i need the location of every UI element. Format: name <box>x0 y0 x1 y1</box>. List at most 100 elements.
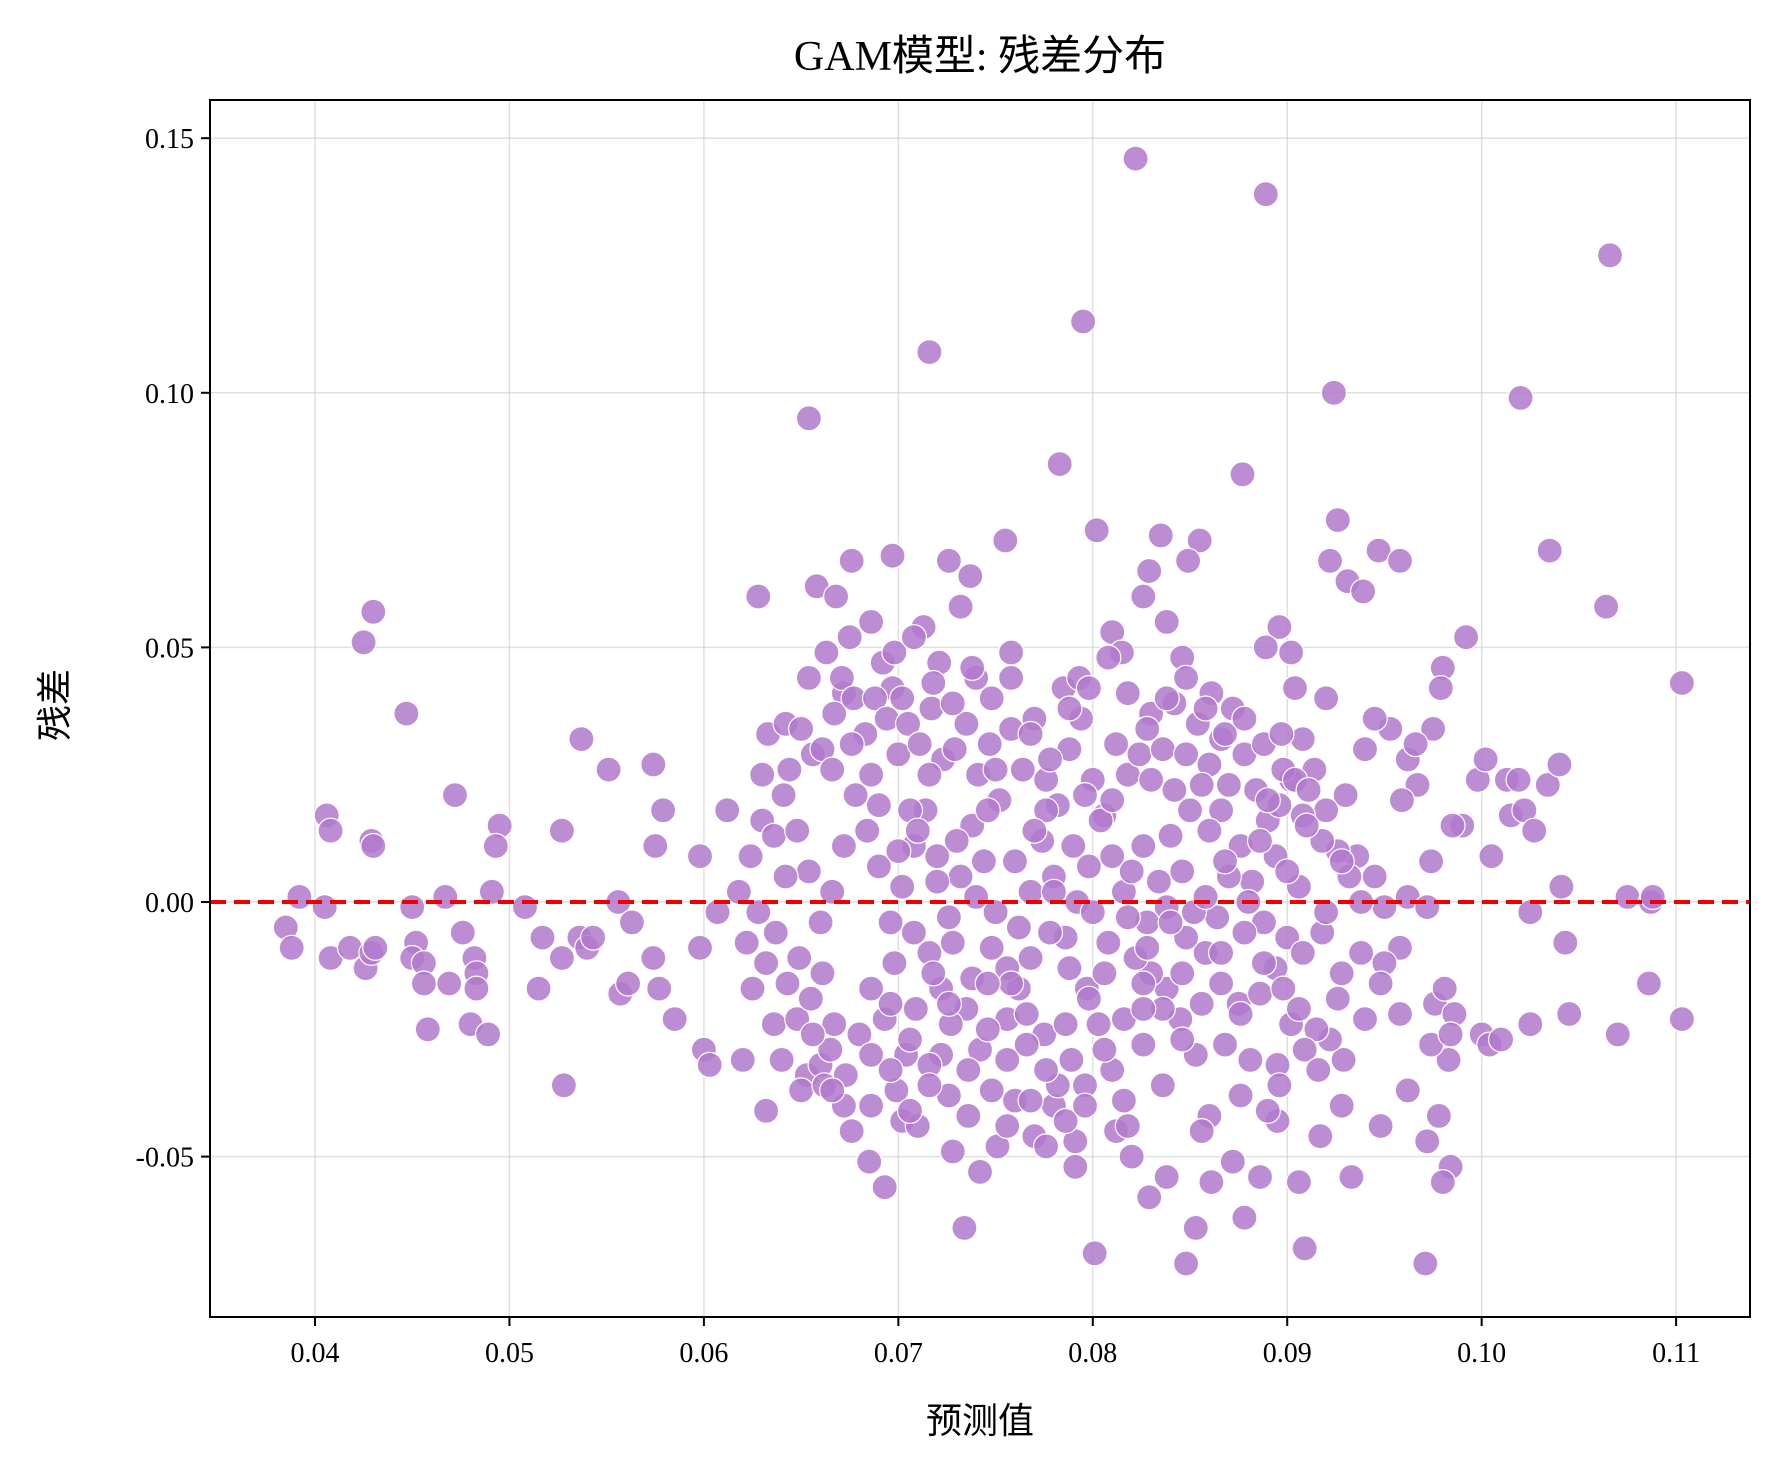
scatter-point <box>1130 1031 1157 1058</box>
scatter-point <box>1639 883 1666 911</box>
scatter-point <box>548 944 576 972</box>
scatter-point <box>795 664 823 692</box>
scatter-point <box>1071 1092 1099 1119</box>
scatter-point <box>1254 787 1281 814</box>
scatter-point <box>1036 746 1064 773</box>
scatter-point <box>1081 1240 1108 1267</box>
scatter-point <box>920 960 947 987</box>
scatter-point <box>1332 781 1359 809</box>
scatter-point <box>1328 848 1355 875</box>
chart-title: GAM模型: 残差分布 <box>794 34 1166 80</box>
scatter-point <box>900 919 928 946</box>
scatter-point <box>1417 848 1445 875</box>
scatter-points <box>272 145 1696 1277</box>
scatter-point <box>1394 1077 1421 1104</box>
scatter-point <box>799 1021 826 1048</box>
scatter-point <box>819 878 846 905</box>
scatter-point <box>947 863 974 890</box>
scatter-point <box>661 1005 688 1033</box>
scatter-point <box>1157 909 1184 936</box>
scatter-point <box>784 817 811 844</box>
scatter-point <box>350 629 377 656</box>
scatter-point <box>1281 674 1309 702</box>
scatter-point <box>640 944 667 972</box>
scatter-point <box>951 1214 978 1242</box>
scatter-point <box>640 751 667 778</box>
scatter-point <box>1169 960 1196 987</box>
scatter-point <box>1328 960 1355 987</box>
scatter-point <box>770 781 797 809</box>
scatter-point <box>795 405 823 432</box>
scatter-point <box>760 822 788 849</box>
scatter-point <box>1668 669 1696 697</box>
scatter-point <box>1091 960 1118 987</box>
scatter-point <box>924 868 951 895</box>
scatter-point <box>1136 1184 1163 1211</box>
scatter-point <box>1274 858 1301 885</box>
scatter-point <box>879 542 906 569</box>
scatter-point <box>1149 1072 1176 1099</box>
scatter-point <box>873 705 900 732</box>
scatter-point <box>935 547 963 574</box>
scatter-point <box>1001 848 1029 875</box>
scatter-point <box>1246 980 1274 1007</box>
scatter-point <box>1149 736 1176 763</box>
scatter-point <box>1320 379 1348 406</box>
y-axis-ticks: -0.05 0.00 0.05 0.10 0.15 <box>136 124 210 1174</box>
scatter-point <box>752 949 780 977</box>
scatter-point <box>1452 624 1480 651</box>
scatter-point <box>482 832 509 860</box>
scatter-point <box>902 995 929 1023</box>
scatter-point <box>1266 613 1293 641</box>
scatter-point <box>1017 720 1044 748</box>
scatter-point <box>1231 705 1258 732</box>
scatter-point <box>1505 766 1532 793</box>
scatter-point <box>1414 1128 1441 1155</box>
scatter-point <box>1521 817 1548 844</box>
scatter-point <box>286 883 313 911</box>
scatter-point <box>1435 1046 1462 1074</box>
scatter-point <box>1091 1036 1118 1063</box>
scatter-point <box>1075 674 1103 702</box>
scatter-point <box>787 715 815 743</box>
scatter-point <box>978 934 1005 961</box>
scatter-point <box>1517 899 1544 926</box>
scatter-point <box>821 700 848 727</box>
scatter-point <box>885 837 912 865</box>
scatter-point <box>857 761 885 788</box>
scatter-point <box>733 929 760 956</box>
scatter-point <box>819 756 846 783</box>
scatter-point <box>1517 1011 1544 1038</box>
scatter-point <box>441 781 469 809</box>
scatter-point <box>1176 797 1204 824</box>
scatter-point <box>432 883 459 911</box>
scatter-point <box>1546 751 1573 778</box>
scatter-point <box>1095 644 1122 671</box>
scatter-point <box>1114 1112 1141 1140</box>
scatter-point <box>1040 878 1068 905</box>
scatter-point <box>1172 741 1200 768</box>
scatter-point <box>1157 822 1184 849</box>
scatter-point <box>836 624 863 651</box>
scatter-point <box>1347 939 1375 967</box>
scatter-point <box>1153 685 1180 712</box>
scatter-point <box>1186 527 1213 554</box>
scatter-point <box>813 639 840 666</box>
scatter-point <box>1188 771 1215 799</box>
scatter-point <box>1668 1005 1696 1033</box>
scatter-point <box>809 960 836 987</box>
scatter-point <box>548 817 576 844</box>
scatter-point <box>1316 547 1344 574</box>
scatter-point <box>1118 858 1145 885</box>
scatter-point <box>1250 949 1278 977</box>
scatter-point <box>614 970 642 997</box>
scatter-point <box>877 1056 904 1084</box>
scatter-point <box>1237 1046 1264 1074</box>
scatter-point <box>994 1046 1021 1074</box>
scatter-point <box>838 730 865 758</box>
scatter-point <box>857 1092 885 1119</box>
scatter-point <box>1079 899 1106 926</box>
scatter-point <box>1414 893 1441 921</box>
scatter-point <box>1507 384 1534 411</box>
